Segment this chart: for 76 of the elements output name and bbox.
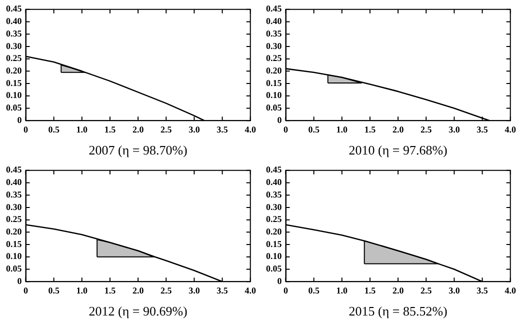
x-axis-title: 2012 (η = 90.69%) (88, 304, 188, 319)
y-tick-label: 0.45 (266, 4, 282, 14)
x-tick-label: 2.5 (160, 124, 172, 134)
y-tick-label: 0.30 (6, 40, 22, 51)
y-tick-label: 0.05 (6, 102, 22, 113)
x-tick-label: 0.5 (308, 285, 320, 296)
y-tick-label: 0.20 (6, 226, 22, 237)
x-tick-label: 1.0 (76, 285, 88, 296)
y-tick-label: 0.15 (6, 78, 22, 88)
y-tick-label: 0.25 (6, 214, 22, 224)
y-tick-label: 0.40 (266, 177, 282, 188)
x-tick-label: 0.5 (308, 124, 320, 134)
x-tick-label: 3.5 (476, 285, 488, 296)
y-tick-label: 0.10 (6, 90, 22, 100)
x-tick-label: 3.0 (188, 285, 200, 296)
x-tick-label: 1.0 (336, 124, 348, 134)
x-tick-label: 3.0 (188, 124, 200, 134)
x-axis-title: 2015 (η = 85.52%) (348, 304, 448, 319)
x-tick-label: 3.5 (216, 285, 228, 296)
x-tick-label: 1.0 (76, 124, 88, 134)
y-tick-label: 0.35 (266, 28, 282, 38)
y-tick-label: 0 (17, 276, 22, 286)
x-tick-label: 2.0 (132, 285, 144, 296)
y-tick-label: 0.15 (266, 78, 282, 88)
y-tick-label: 0.15 (266, 238, 282, 249)
y-tick-label: 0.10 (6, 251, 22, 262)
y-tick-label: 0.25 (266, 214, 282, 224)
x-tick-label: 0.5 (48, 285, 60, 296)
y-tick-label: 0 (277, 114, 282, 125)
y-tick-label: 0.15 (6, 238, 22, 249)
x-tick-label: 2.5 (420, 124, 432, 134)
y-tick-label: 0.40 (6, 177, 22, 188)
y-tick-label: 0.30 (266, 40, 282, 51)
y-tick-label: 0.35 (6, 28, 22, 38)
x-axis-title: 2010 (η = 97.68%) (348, 142, 448, 158)
x-tick-label: 1.5 (104, 285, 116, 296)
y-tick-label: 0.45 (6, 164, 22, 175)
x-tick-label: 2.0 (392, 124, 404, 134)
y-tick-label: 0.05 (266, 102, 282, 113)
y-tick-label: 0.20 (266, 226, 282, 237)
x-tick-label: 4.0 (244, 285, 256, 296)
y-tick-label: 0.25 (6, 53, 22, 64)
y-tick-label: 0.40 (6, 16, 22, 26)
x-tick-label: 4.0 (504, 285, 516, 296)
y-tick-label: 0.10 (266, 251, 282, 262)
y-tick-label: 0.25 (266, 53, 282, 64)
x-tick-label: 4.0 (504, 124, 516, 134)
y-tick-label: 0.30 (266, 202, 282, 212)
y-tick-label: 0.45 (266, 164, 282, 175)
y-tick-label: 0.20 (266, 66, 282, 76)
x-tick-label: 4.0 (244, 124, 256, 134)
x-tick-label: 0.5 (48, 124, 60, 134)
x-tick-label: 1.5 (104, 124, 116, 134)
y-tick-label: 0.45 (6, 4, 22, 14)
x-tick-label: 1.5 (364, 285, 376, 296)
y-tick-label: 0 (17, 114, 22, 125)
y-tick-label: 0.35 (6, 189, 22, 200)
x-axis-title: 2007 (η = 98.70%) (88, 142, 188, 158)
x-tick-label: 2.0 (132, 124, 144, 134)
y-tick-label: 0 (277, 276, 282, 286)
y-tick-label: 0.05 (266, 264, 282, 274)
x-tick-label: 3.0 (448, 124, 460, 134)
x-tick-label: 2.5 (160, 285, 172, 296)
x-tick-label: 3.5 (476, 124, 488, 134)
y-tick-label: 0.05 (6, 264, 22, 274)
x-tick-label: 1.5 (364, 124, 376, 134)
y-tick-label: 0.40 (266, 16, 282, 26)
y-tick-label: 0.10 (266, 90, 282, 100)
y-tick-label: 0.20 (6, 66, 22, 76)
y-tick-label: 0.35 (266, 189, 282, 200)
x-tick-label: 3.5 (216, 124, 228, 134)
y-tick-label: 0.30 (6, 202, 22, 212)
x-tick-label: 3.0 (448, 285, 460, 296)
x-tick-label: 1.0 (336, 285, 348, 296)
x-tick-label: 2.0 (392, 285, 404, 296)
x-tick-label: 2.5 (420, 285, 432, 296)
